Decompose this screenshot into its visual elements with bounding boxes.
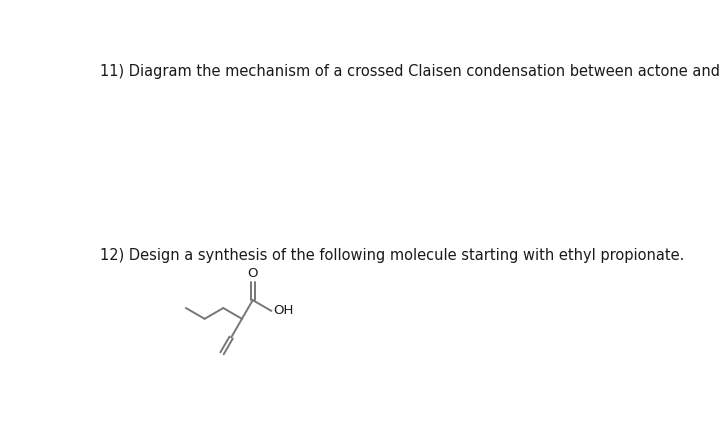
Text: OH: OH <box>273 304 293 318</box>
Text: 11) Diagram the mechanism of a crossed Claisen condensation between actone and e: 11) Diagram the mechanism of a crossed C… <box>99 64 720 79</box>
Text: 12) Design a synthesis of the following molecule starting with ethyl propionate.: 12) Design a synthesis of the following … <box>99 248 684 263</box>
Text: O: O <box>248 267 258 280</box>
